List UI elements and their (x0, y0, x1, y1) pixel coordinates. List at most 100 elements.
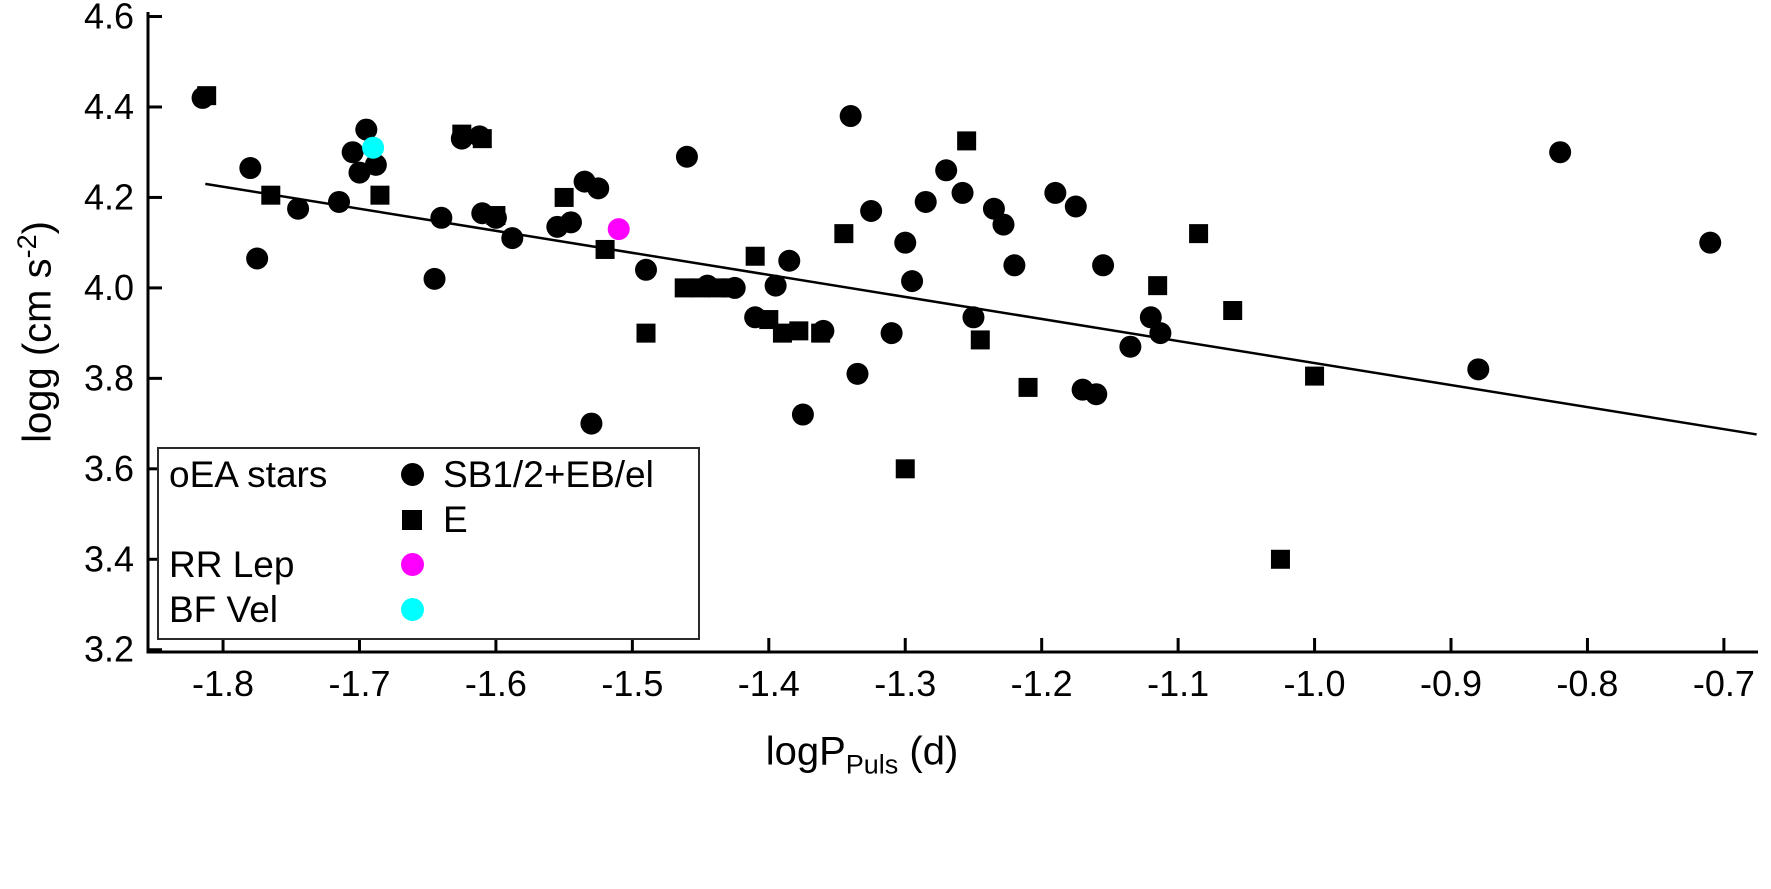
data-point-circle (362, 136, 385, 159)
data-point-square (957, 131, 977, 151)
data-point-circle (364, 153, 387, 176)
x-tick-label: -1.0 (1284, 663, 1346, 704)
data-point-square (636, 323, 656, 343)
data-point-circle (839, 105, 862, 128)
data-point-circle (982, 197, 1005, 220)
y-tick-label: 3.8 (84, 357, 134, 398)
data-point-square (674, 278, 694, 298)
x-tick-label: -0.9 (1420, 663, 1482, 704)
data-point-circle (1085, 383, 1108, 406)
x-tick-label: -1.6 (465, 663, 527, 704)
data-point-circle (1092, 254, 1115, 277)
data-point-circle (764, 274, 787, 297)
x-tick-label: -1.1 (1147, 663, 1209, 704)
legend-bfvel-label: BF Vel (169, 588, 278, 630)
x-tick-label: -1.5 (601, 663, 663, 704)
data-point-circle (423, 267, 446, 290)
data-point-square (834, 224, 854, 244)
x-tick-label: -1.8 (192, 663, 254, 704)
data-point-circle (587, 177, 610, 200)
data-point-circle (607, 218, 630, 241)
square-marker-icon (402, 509, 422, 530)
data-point-square (895, 459, 915, 479)
x-tick-label: -1.7 (328, 663, 390, 704)
rrlep-circle-marker-icon (400, 553, 424, 576)
x-axis-label-subscript: Puls (845, 749, 899, 780)
data-point-circle (559, 211, 582, 234)
legend-rrlep-label: RR Lep (169, 543, 295, 585)
legend-series1-label: SB1/2+EB/el (443, 453, 654, 495)
data-point-circle (914, 190, 937, 213)
data-point-square (1223, 301, 1243, 321)
data-point-circle (778, 249, 801, 272)
data-point-square (595, 239, 615, 259)
data-point-square (472, 129, 492, 149)
data-point-square (721, 278, 741, 298)
data-point-circle (1149, 322, 1172, 345)
data-point-circle (1064, 195, 1087, 218)
x-tick-label: -0.8 (1556, 663, 1618, 704)
data-point-circle (1699, 231, 1722, 254)
y-axis-label-text: logg (cm s (15, 258, 60, 443)
y-tick-label: 4.6 (84, 0, 134, 37)
data-point-square (261, 185, 281, 205)
y-axis-label-superscript: -2 (12, 234, 43, 259)
data-point-circle (1549, 141, 1572, 164)
data-point-square (745, 246, 765, 266)
data-point-circle (341, 141, 364, 164)
x-tick-label: -1.3 (874, 663, 936, 704)
y-tick-label: 4.0 (84, 267, 134, 308)
x-axis-label-close: (d) (898, 729, 959, 774)
data-point-circle (580, 412, 603, 435)
data-point-circle (951, 181, 974, 204)
data-point-circle (1003, 254, 1026, 277)
data-point-circle (239, 157, 262, 180)
data-point-square (1018, 377, 1038, 397)
y-tick-label: 3.2 (84, 629, 134, 670)
data-point-circle (846, 362, 869, 385)
data-point-circle (348, 161, 371, 184)
data-point-circle (962, 306, 985, 329)
data-point-circle (246, 247, 269, 270)
data-point-square (970, 330, 990, 350)
data-point-circle (430, 206, 453, 229)
y-tick-label: 4.4 (84, 86, 134, 127)
data-point-square (789, 321, 809, 341)
data-point-square (452, 124, 472, 144)
x-axis-label: logPPuls (d) (765, 729, 959, 779)
data-point-square (1148, 276, 1168, 296)
data-point-circle (355, 118, 378, 141)
data-point-circle (328, 190, 351, 213)
data-point-circle (791, 403, 814, 426)
data-point-circle (860, 200, 883, 223)
trend-line (205, 182, 1757, 436)
data-point-circle (992, 213, 1015, 236)
legend-series2-label: E (443, 498, 468, 540)
y-tick-label: 3.4 (84, 538, 134, 579)
data-point-square (1270, 549, 1290, 569)
data-point-square (1189, 224, 1209, 244)
data-point-square (811, 323, 831, 343)
data-point-circle (1044, 181, 1067, 204)
y-axis-label: logg (cm s-2) (12, 221, 61, 443)
data-point-circle (880, 322, 903, 345)
data-point-circle (1139, 306, 1162, 329)
data-point-circle (894, 231, 917, 254)
data-point-square (486, 206, 506, 226)
data-point-circle (675, 145, 698, 168)
data-point-square (772, 323, 792, 343)
y-tick-label: 4.2 (84, 176, 134, 217)
data-point-circle (635, 258, 658, 281)
x-axis-label-text: logP (765, 729, 846, 774)
legend-group-label: oEA stars (169, 453, 328, 495)
circle-marker-icon (400, 463, 424, 486)
data-point-circle (901, 270, 924, 293)
data-point-circle (935, 159, 958, 182)
data-point-square (197, 86, 217, 106)
data-point-circle (1467, 358, 1490, 381)
x-tick-label: -0.7 (1693, 663, 1755, 704)
y-tick-label: 3.6 (84, 448, 134, 489)
y-axis-label-close: ) (15, 221, 60, 235)
data-point-square (1305, 366, 1325, 386)
